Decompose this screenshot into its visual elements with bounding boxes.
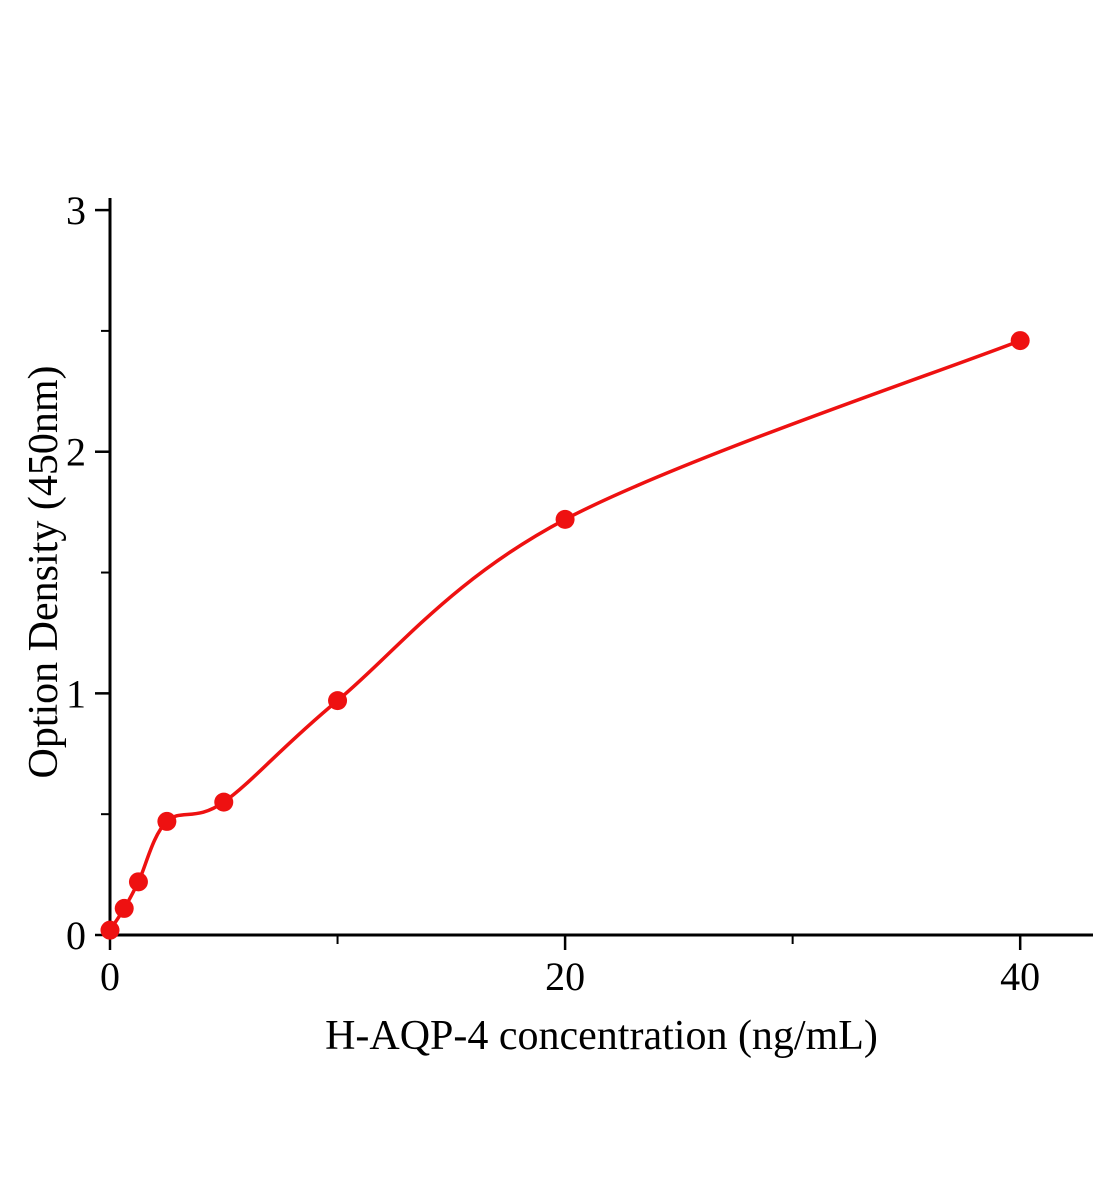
data-point [214,792,234,812]
y-axis-label: Option Density (450nm) [21,365,67,779]
data-point [100,920,120,940]
x-tick-label: 40 [1000,954,1040,999]
y-tick-label: 2 [66,430,86,475]
data-point [128,872,148,892]
data-point [1010,331,1030,351]
data-point [157,811,177,831]
y-tick-label: 0 [66,913,86,958]
y-tick-label: 3 [66,188,86,233]
data-point [555,509,575,529]
data-point [328,691,348,711]
fit-curve [108,338,1022,932]
x-axis-label: H-AQP-4 concentration (ng/mL) [325,1013,878,1059]
x-tick-label: 20 [545,954,585,999]
data-point [114,898,134,918]
y-tick-label: 1 [66,671,86,716]
x-tick-label: 0 [100,954,120,999]
